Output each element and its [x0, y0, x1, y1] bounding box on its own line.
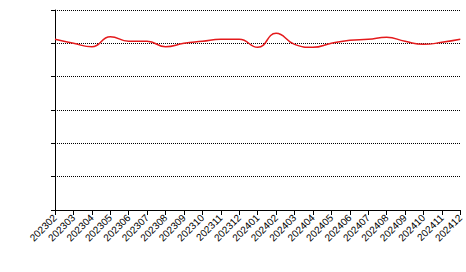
svg-text:202411: 202411: [415, 212, 446, 243]
svg-text:202302: 202302: [27, 212, 59, 244]
svg-text:202409: 202409: [377, 212, 409, 244]
svg-text:202304: 202304: [64, 212, 96, 244]
svg-text:202311: 202311: [193, 212, 225, 243]
svg-text:202306: 202306: [101, 212, 133, 244]
svg-text:202405: 202405: [303, 212, 336, 244]
svg-text:202307: 202307: [119, 212, 151, 244]
svg-text:202403: 202403: [267, 212, 299, 244]
svg-text:202312: 202312: [211, 212, 244, 244]
svg-text:202309: 202309: [156, 212, 188, 244]
svg-text:202406: 202406: [322, 212, 354, 244]
svg-text:202412: 202412: [433, 212, 465, 244]
svg-text:202303: 202303: [46, 212, 78, 244]
svg-text:202402: 202402: [248, 212, 280, 244]
svg-text:202401: 202401: [230, 212, 262, 244]
svg-text:202404: 202404: [285, 212, 317, 244]
svg-text:202408: 202408: [359, 212, 391, 244]
svg-text:202407: 202407: [340, 212, 373, 244]
svg-text:202308: 202308: [138, 212, 170, 244]
svg-text:202310: 202310: [174, 212, 207, 244]
svg-text:202305: 202305: [82, 212, 115, 244]
svg-text:202410: 202410: [396, 212, 428, 244]
